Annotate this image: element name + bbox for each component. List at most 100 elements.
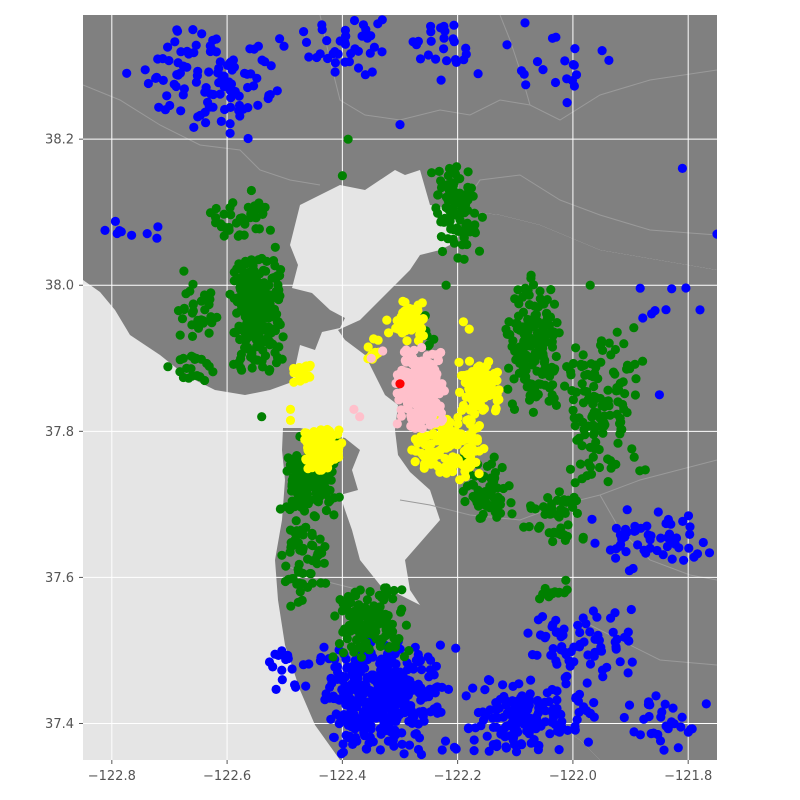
data-point — [570, 44, 580, 54]
data-point — [175, 355, 185, 365]
data-point — [533, 745, 544, 755]
data-point — [684, 543, 694, 553]
data-point — [592, 408, 602, 418]
y-tick-label: 37.4 — [45, 717, 74, 732]
data-point — [547, 337, 557, 347]
data-point — [294, 559, 304, 570]
data-point — [312, 434, 322, 444]
data-point — [565, 464, 576, 474]
data-point — [425, 420, 435, 430]
data-point — [382, 315, 392, 325]
data-point — [315, 534, 325, 544]
data-point — [625, 364, 635, 374]
data-point — [542, 688, 552, 698]
data-point — [365, 48, 375, 58]
data-point — [321, 505, 331, 516]
data-point — [100, 225, 110, 235]
data-point — [410, 457, 420, 467]
data-point — [418, 706, 428, 717]
data-point — [436, 347, 446, 358]
data-point — [605, 456, 616, 466]
data-point — [620, 532, 630, 542]
data-point — [577, 379, 587, 389]
data-point — [535, 594, 545, 604]
data-point — [321, 426, 331, 436]
data-point — [293, 489, 303, 499]
data-point — [263, 93, 273, 104]
data-point — [346, 598, 356, 608]
data-point — [307, 528, 317, 539]
data-point — [678, 516, 688, 527]
data-point — [245, 313, 255, 323]
data-point — [265, 292, 275, 302]
data-point — [469, 735, 479, 745]
data-point — [247, 348, 257, 358]
data-point — [459, 254, 469, 264]
data-point — [695, 305, 705, 315]
data-point — [430, 383, 440, 393]
data-point — [264, 303, 274, 313]
data-point — [535, 294, 545, 304]
data-point — [243, 82, 253, 93]
data-point — [449, 20, 459, 30]
data-point — [287, 664, 297, 674]
data-point — [463, 167, 473, 177]
data-point — [615, 541, 625, 551]
data-point — [351, 625, 361, 635]
data-point — [330, 662, 340, 672]
data-point — [552, 695, 562, 705]
data-point — [562, 671, 572, 681]
data-point — [545, 509, 555, 519]
data-point — [488, 740, 498, 750]
data-point — [219, 231, 229, 241]
data-point — [698, 537, 708, 548]
data-point — [440, 453, 450, 464]
data-point — [377, 701, 387, 712]
data-point — [342, 634, 352, 644]
data-point — [579, 360, 589, 370]
data-point — [355, 412, 365, 422]
data-point — [349, 710, 359, 720]
y-tick-label: 38.2 — [45, 133, 74, 148]
data-point — [563, 520, 573, 530]
data-point — [458, 317, 468, 327]
data-point — [349, 404, 359, 414]
data-point — [463, 182, 473, 192]
data-point — [316, 652, 326, 663]
data-point — [365, 587, 375, 597]
data-point — [603, 477, 613, 487]
data-point — [676, 722, 686, 732]
data-point — [173, 306, 184, 316]
data-point — [431, 203, 441, 213]
data-point — [504, 481, 514, 491]
data-point — [679, 555, 689, 565]
data-point — [560, 56, 570, 66]
data-point — [681, 283, 691, 293]
data-point — [338, 739, 348, 749]
data-point — [449, 238, 459, 248]
data-point — [503, 384, 513, 394]
data-point — [532, 57, 543, 67]
data-point — [397, 604, 407, 614]
data-point — [437, 682, 447, 693]
data-point — [291, 516, 301, 526]
data-point — [502, 708, 512, 718]
data-point — [613, 384, 623, 394]
data-point — [275, 504, 285, 514]
data-point — [689, 552, 699, 562]
data-point — [110, 216, 120, 226]
data-point — [455, 387, 465, 397]
data-point — [533, 390, 543, 400]
data-point — [476, 513, 486, 523]
data-point — [424, 672, 434, 682]
data-point — [486, 474, 496, 484]
data-point — [578, 398, 589, 408]
data-point — [526, 501, 536, 511]
data-point — [629, 323, 639, 333]
data-point — [303, 554, 313, 564]
data-point — [274, 295, 284, 305]
data-point — [243, 202, 253, 212]
data-point — [429, 334, 439, 344]
data-point — [571, 693, 581, 704]
data-point — [302, 428, 312, 438]
